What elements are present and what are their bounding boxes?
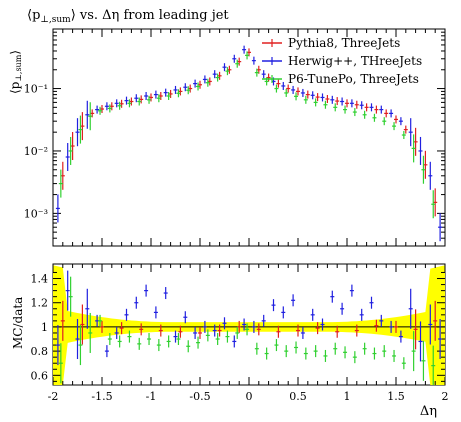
main-y-axis-label: ⟨p⊥,sum⟩: [8, 50, 23, 94]
x-tick-label: -1.5: [91, 390, 112, 403]
ratio-y-tick-label: 0.8: [31, 345, 49, 358]
x-tick-label: 0: [246, 390, 253, 403]
ratio-y-tick-label: 0.6: [31, 369, 49, 382]
ratio-y-tick-label: 1.4: [31, 273, 49, 286]
main-series-0: [60, 48, 438, 217]
ratio-series-1: [55, 270, 443, 366]
main-series: [55, 45, 443, 242]
main-plot-area: 10⁻³ 10⁻² 10⁻¹: [24, 28, 446, 247]
ratio-y-tick-label: 1: [41, 321, 48, 334]
x-tick-label: -0.5: [189, 390, 210, 403]
ratio-series: [55, 270, 443, 385]
x-tick-label: 1.5: [387, 390, 405, 403]
ratio-series-2: [58, 276, 436, 385]
legend-label: Herwig++, THreeJets: [288, 54, 422, 68]
x-tick-label: -1: [146, 390, 157, 403]
x-axis-label: Δη: [420, 404, 437, 419]
chart-title: ⟨p⊥,sum⟩ vs. Δη from leading jet: [27, 8, 229, 25]
main-y-tick-label: 10⁻²: [24, 145, 48, 158]
legend: Pythia8, ThreeJets Herwig++, THreeJets P6-…: [262, 36, 422, 86]
main-series-1: [55, 45, 443, 242]
x-tick-label: -2: [48, 390, 59, 403]
ratio-plot-area: -2 -1.5 -1 -0.5 0 0.5 1 1.5 2 0.6 0.8 1 1.2 1.4: [31, 263, 449, 403]
main-y-tick-label: 10⁻³: [24, 207, 48, 220]
ratio-y-axis-label: MC/data: [11, 297, 25, 349]
legend-label: Pythia8, ThreeJets: [288, 36, 400, 50]
main-series-2: [58, 51, 436, 219]
x-tick-label: 2: [442, 390, 449, 403]
ratio-y-tick-label: 1.2: [31, 297, 49, 310]
main-y-tick-label: 10⁻¹: [24, 83, 48, 96]
main-axis-ticks: 10⁻³ 10⁻² 10⁻¹: [24, 28, 446, 247]
uncertainty-band: [53, 265, 445, 385]
legend-label: P6-TunePo, ThreeJets: [288, 72, 419, 86]
ratio-uncertainty-band: [53, 265, 445, 385]
x-tick-label: 0.5: [289, 390, 307, 403]
ratio-axis-ticks: -2 -1.5 -1 -0.5 0 0.5 1 1.5 2 0.6 0.8 1 1.2 1.4: [31, 264, 449, 403]
x-tick-label: 1: [344, 390, 351, 403]
ratio-series-0: [60, 300, 438, 350]
